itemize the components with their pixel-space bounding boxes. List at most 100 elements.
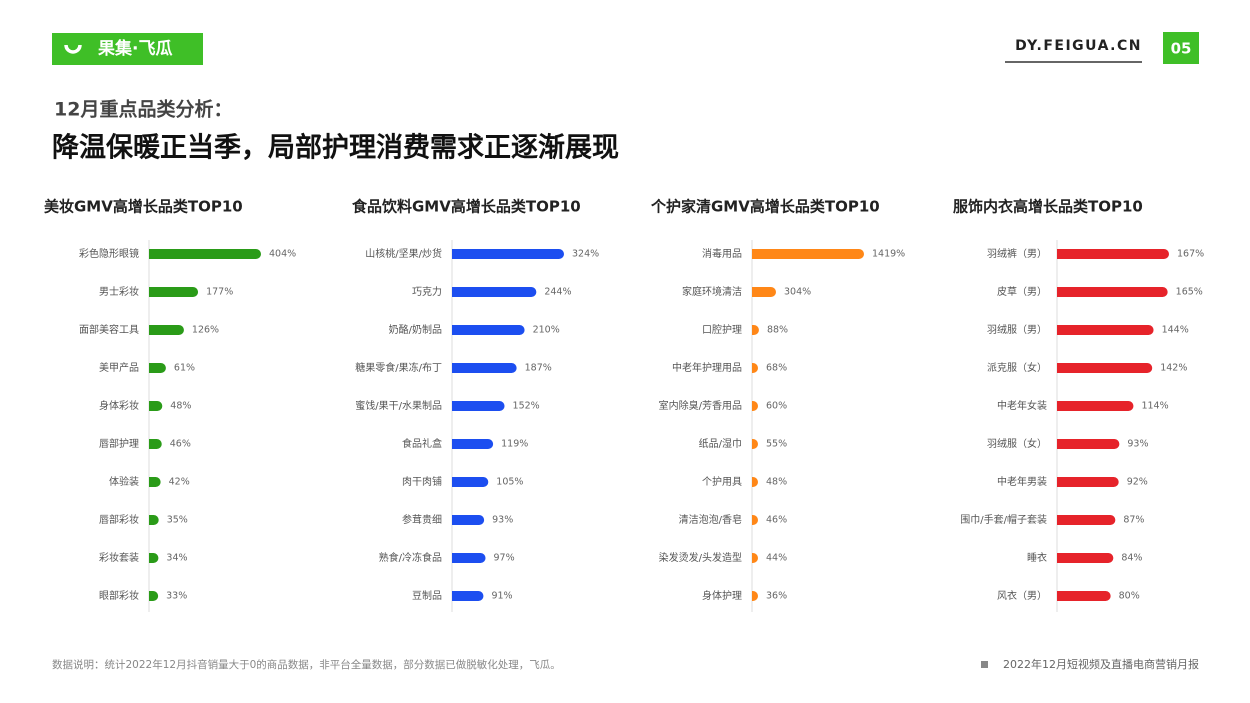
bar [149, 591, 159, 601]
kicker: 12月重点品类分析： [54, 98, 232, 121]
bar [752, 553, 758, 563]
value-label: 84% [1121, 553, 1142, 564]
bar [149, 287, 199, 297]
category-label: 羽绒裤（男） [987, 247, 1047, 260]
bar [752, 287, 776, 297]
bar [452, 325, 525, 335]
value-label: 114% [1141, 401, 1168, 412]
value-label: 93% [492, 515, 513, 526]
value-label: 34% [166, 553, 187, 564]
value-label: 167% [1177, 249, 1204, 260]
bar [752, 325, 759, 335]
value-label: 404% [269, 249, 296, 260]
bar [1057, 591, 1111, 601]
bar [149, 401, 163, 411]
bar [1057, 363, 1153, 373]
footer-bullet [981, 661, 988, 668]
category-label: 面部美容工具 [79, 323, 139, 336]
category-label: 围巾/手套/帽子套装 [960, 513, 1047, 526]
bar [452, 591, 484, 601]
bar [149, 515, 159, 525]
category-label: 室内除臭/芳香用品 [659, 399, 742, 412]
value-label: 144% [1162, 325, 1189, 336]
value-label: 44% [766, 553, 787, 564]
value-label: 61% [174, 363, 195, 374]
category-label: 参茸贵细 [402, 513, 442, 526]
value-label: 92% [1127, 477, 1148, 488]
bar [452, 477, 489, 487]
value-label: 210% [533, 325, 560, 336]
site: DY.FEIGUA.CN [1015, 38, 1142, 54]
value-label: 105% [496, 477, 523, 488]
category-label: 中老年男装 [997, 475, 1047, 488]
title: 降温保暖正当季，局部护理消费需求正逐渐展现 [52, 132, 619, 164]
category-label: 食品礼盒 [402, 437, 442, 450]
category-label: 眼部彩妆 [99, 589, 139, 602]
bar [149, 363, 166, 373]
value-label: 80% [1119, 591, 1140, 602]
charts: 美妆GMV高增长品类TOP10 彩色隐形眼镜 404% 男士彩妆 177% 面部美容工具 1… [44, 198, 1204, 612]
value-label: 35% [167, 515, 188, 526]
chart-title: 个护家清GMV高增长品类TOP10 [650, 198, 880, 216]
bar [452, 439, 494, 449]
bar [1057, 249, 1169, 259]
category-label: 山核桃/坚果/炒货 [365, 247, 442, 260]
category-label: 中老年护理用品 [672, 361, 742, 374]
chart-title: 食品饮料GMV高增长品类TOP10 [352, 198, 581, 216]
bar [452, 363, 517, 373]
bar [149, 439, 162, 449]
value-label: 33% [166, 591, 187, 602]
bar [752, 439, 758, 449]
category-label: 皮草（男） [997, 285, 1047, 298]
category-label: 纸品/湿巾 [699, 437, 742, 450]
category-label: 豆制品 [412, 589, 442, 602]
value-label: 46% [766, 515, 787, 526]
chart-title: 服饰内衣高增长品类TOP10 [953, 198, 1143, 216]
bar [149, 249, 261, 259]
value-label: 55% [766, 439, 787, 450]
chart-title: 美妆GMV高增长品类TOP10 [44, 198, 243, 216]
bar [452, 287, 537, 297]
category-label: 体验装 [109, 475, 139, 488]
bar [1057, 287, 1168, 297]
bar [752, 249, 864, 259]
value-label: 142% [1160, 363, 1187, 374]
category-label: 糖果零食/果冻/布丁 [355, 361, 442, 374]
page-box [1163, 32, 1199, 64]
category-label: 唇部护理 [99, 437, 139, 450]
footnote: 数据说明：统计2022年12月抖音销量大于0的商品数据，非平台全量数据，部分数据… [52, 658, 561, 671]
value-label: 1419% [872, 249, 905, 260]
bar [752, 477, 758, 487]
value-label: 126% [192, 325, 219, 336]
category-label: 美甲产品 [99, 361, 139, 374]
category-label: 蜜饯/果干/水果制品 [355, 399, 442, 412]
value-label: 244% [544, 287, 571, 298]
bar [752, 591, 758, 601]
bar [452, 515, 485, 525]
value-label: 91% [491, 591, 512, 602]
category-label: 彩妆套装 [99, 551, 139, 564]
bar [1057, 515, 1116, 525]
bar [1057, 553, 1114, 563]
value-label: 60% [766, 401, 787, 412]
category-label: 口腔护理 [702, 323, 742, 336]
category-label: 巧克力 [412, 285, 442, 298]
bar [1057, 325, 1154, 335]
category-label: 肉干肉铺 [402, 475, 442, 488]
value-label: 48% [766, 477, 787, 488]
bar [452, 553, 486, 563]
value-label: 46% [170, 439, 191, 450]
value-label: 93% [1127, 439, 1148, 450]
bar [452, 249, 564, 259]
bar [752, 401, 758, 411]
category-label: 清洁泡泡/香皂 [679, 513, 742, 526]
bar [1057, 439, 1120, 449]
logo-text: 果集·飞瓜 [98, 38, 172, 59]
category-label: 个护用具 [702, 475, 742, 488]
value-label: 36% [766, 591, 787, 602]
value-label: 48% [170, 401, 191, 412]
value-label: 177% [206, 287, 233, 298]
page-number: 05 [1171, 40, 1192, 58]
value-label: 87% [1123, 515, 1144, 526]
category-label: 身体彩妆 [99, 399, 139, 412]
